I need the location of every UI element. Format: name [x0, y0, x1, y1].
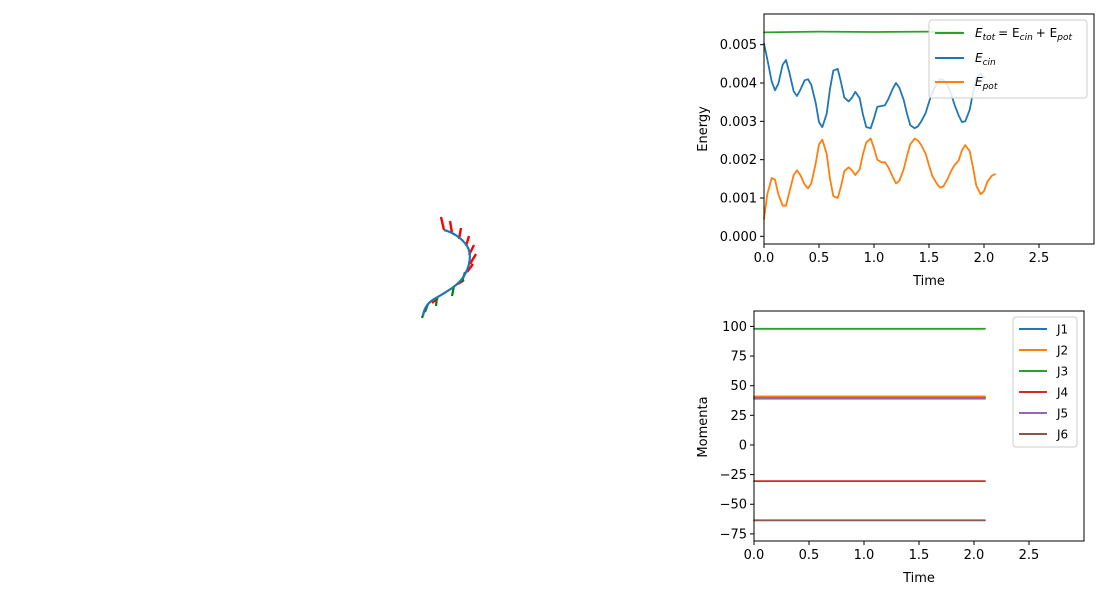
- y-tick-label: 0.003: [720, 115, 757, 130]
- y-tick-label: 100: [722, 320, 747, 335]
- curve-3d-panel: [420, 216, 478, 319]
- y-tick-label: 0.001: [720, 192, 757, 207]
- legend-label-j6: J6: [1056, 428, 1068, 442]
- x-tick-label: 2.5: [1029, 251, 1050, 266]
- series-line-e-pot: [763, 137, 996, 221]
- y-tick-label: 25: [730, 409, 747, 424]
- y-tick-label: −75: [720, 527, 747, 542]
- legend-label-j4: J4: [1056, 386, 1068, 400]
- x-tick-label: 1.5: [909, 548, 930, 563]
- x-tick-label: 1.5: [919, 251, 940, 266]
- x-tick-label: 0.0: [744, 548, 765, 563]
- momenta-axes-frame: [753, 310, 1085, 542]
- x-tick-label: 0.0: [754, 251, 775, 266]
- legend-etot-sub1: tot: [983, 33, 996, 43]
- y-tick-label: 0.002: [720, 153, 757, 168]
- rod-centerline: [421, 228, 471, 317]
- legend-label-j5: J5: [1056, 407, 1068, 421]
- legend-label-j2: J2: [1056, 344, 1068, 358]
- legend-label-ecin: Ecin: [975, 51, 996, 68]
- red-director-tick: [439, 216, 446, 231]
- y-tick-label: 0: [739, 438, 747, 453]
- y-tick-label: −50: [720, 498, 747, 513]
- energy-y-axis-label: Energy: [696, 106, 711, 152]
- legend-etot-e1: E: [975, 26, 983, 40]
- momenta-legend: J1 J2 J3 J4 J5 J6: [1012, 316, 1078, 448]
- legend-etot-rest2: + E: [1036, 26, 1057, 40]
- energy-subplot: 0.0 0.5 1.0 1.5 2.0 2.5 0.000 0.001 0.002 0.003 0.…: [696, 13, 1095, 289]
- legend-label-j3: J3: [1056, 365, 1068, 379]
- red-director-tick: [466, 263, 474, 273]
- green-director-ticks: [420, 271, 467, 319]
- red-director-ticks: [431, 216, 478, 304]
- x-tick-label: 2.0: [964, 548, 985, 563]
- y-tick-label: −25: [720, 468, 747, 483]
- x-tick-label: 1.0: [854, 548, 875, 563]
- x-tick-label: 0.5: [809, 251, 830, 266]
- momenta-subplot: 0.0 0.5 1.0 1.5 2.0 2.5 100 75 50 25 0 −25 −50 −75 Ti…: [696, 310, 1085, 586]
- legend-ecin-sub: cin: [983, 58, 996, 68]
- legend-epot-e: E: [975, 75, 983, 89]
- energy-axes-frame: [763, 13, 1095, 245]
- legend-label-j1: J1: [1056, 323, 1068, 337]
- y-tick-label: 0.000: [720, 230, 757, 245]
- y-tick-label: 0.005: [720, 38, 757, 53]
- legend-label-etot: Etot = Ecin + Epot: [975, 26, 1072, 43]
- legend-etot-sub3: pot: [1056, 33, 1072, 43]
- momenta-lines: [753, 327, 986, 522]
- legend-ecin-e: E: [975, 51, 983, 65]
- y-tick-label: 50: [730, 379, 747, 394]
- x-tick-label: 0.5: [799, 548, 820, 563]
- energy-legend-box: [928, 19, 1088, 99]
- legend-etot-sub2: cin: [1020, 33, 1033, 43]
- x-tick-label: 1.0: [864, 251, 885, 266]
- x-tick-label: 2.5: [1019, 548, 1040, 563]
- momenta-ticks: 0.0 0.5 1.0 1.5 2.0 2.5 100 75 50 25 0 −25 −50 −75: [720, 320, 1040, 563]
- red-director-tick: [448, 220, 454, 234]
- legend-etot-rest1: = E: [998, 26, 1019, 40]
- energy-legend: Etot = Ecin + Epot Ecin Epot: [928, 19, 1088, 99]
- legend-label-epot: Epot: [975, 75, 998, 92]
- x-tick-label: 2.0: [974, 251, 995, 266]
- momenta-y-axis-label: Momenta: [696, 396, 711, 457]
- energy-x-axis-label: Time: [912, 274, 945, 289]
- legend-epot-sub: pot: [982, 82, 998, 92]
- momenta-x-axis-label: Time: [902, 571, 935, 586]
- y-tick-label: 75: [730, 350, 747, 365]
- y-tick-label: 0.004: [720, 77, 757, 92]
- energy-ticks: 0.0 0.5 1.0 1.5 2.0 2.5 0.000 0.001 0.002 0.003 0.…: [720, 38, 1050, 266]
- red-director-tick: [468, 253, 478, 265]
